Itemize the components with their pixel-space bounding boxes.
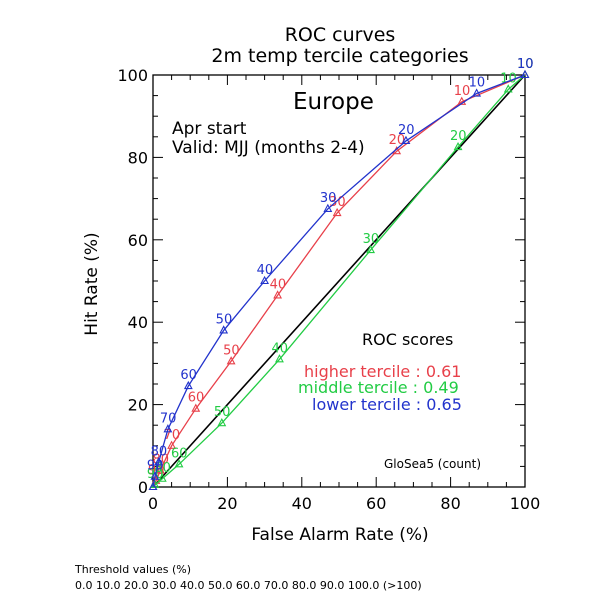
y-tick-label: 60: [128, 231, 148, 250]
x-tick-label: 100: [510, 494, 541, 513]
y-tick-label: 40: [128, 313, 148, 332]
point-label: 50: [214, 405, 231, 420]
data-point: [191, 403, 201, 412]
chart-title: ROC curves: [285, 24, 396, 46]
point-label: 30: [363, 232, 380, 247]
point-label: 40: [271, 341, 288, 356]
point-label: 60: [171, 446, 188, 461]
point-label: 10: [517, 57, 534, 72]
data-point: [503, 84, 513, 93]
score-middle: middle tercile : 0.49: [298, 378, 459, 397]
data-point: [148, 481, 158, 491]
chart-subtitle: 2m temp tercile categories: [211, 45, 468, 67]
data-point: [157, 473, 167, 482]
series-line: [152, 74, 526, 488]
point-label: 80: [151, 444, 168, 459]
point-label: 50: [216, 312, 233, 327]
data-point: [219, 325, 229, 334]
diagonal-reference: [152, 74, 526, 488]
data-point: [472, 88, 482, 97]
data-point: [217, 417, 227, 427]
data-point: [457, 96, 467, 105]
data-point: [183, 380, 193, 390]
point-label: 40: [270, 277, 287, 292]
data-point: [150, 471, 160, 480]
data-point: [453, 141, 463, 151]
y-tick-label: 0: [138, 478, 148, 497]
point-label: 40: [257, 263, 274, 278]
x-tick-label: 20: [217, 494, 237, 513]
data-point: [332, 207, 342, 217]
point-label: 60: [188, 391, 205, 406]
point-label: 20: [450, 129, 467, 144]
data-point: [163, 424, 173, 433]
point-label: 80: [152, 453, 169, 468]
x-tick-label: 40: [292, 494, 312, 513]
point-label: 70: [160, 411, 177, 426]
point-label: 50: [223, 343, 240, 358]
score-lower: lower tercile : 0.65: [312, 395, 462, 414]
model-label: GloSea5 (count): [384, 457, 481, 471]
diagonal-line: [152, 74, 526, 488]
y-tick-label: 80: [128, 148, 148, 167]
data-point: [260, 275, 270, 285]
point-label: 10: [517, 57, 534, 72]
data-point: [174, 459, 184, 468]
data-point: [275, 354, 284, 363]
data-point: [273, 290, 283, 299]
region-label: Europe: [293, 89, 374, 115]
point-label: 20: [398, 123, 415, 138]
point-label: 30: [329, 195, 346, 210]
y-tick-label: 20: [128, 396, 148, 415]
data-point: [401, 135, 411, 144]
start-label: Apr start: [172, 119, 247, 139]
point-label: 10: [469, 76, 486, 91]
data-point: [154, 457, 164, 466]
series-line: [152, 74, 526, 488]
data-point: [167, 440, 177, 449]
series-layer: 1010203040506070809010102030405060809010…: [147, 57, 534, 491]
x-axis-label: False Alarm Rate (%): [251, 525, 428, 545]
score-higher: higher tercile : 0.61: [304, 362, 461, 381]
data-point: [323, 203, 333, 212]
series-line: [152, 74, 526, 488]
data-point: [226, 356, 236, 365]
x-tick-label: 60: [366, 494, 386, 513]
data-point: [156, 465, 165, 474]
y-tick-label: 100: [117, 66, 148, 85]
point-label: 10: [454, 84, 471, 99]
y-axis-label: Hit Rate (%): [82, 232, 102, 335]
point-label: 10: [517, 57, 534, 72]
scores-title: ROC scores: [362, 330, 453, 349]
data-point: [520, 69, 530, 79]
valid-label: Valid: MJJ (months 2-4): [172, 138, 365, 158]
point-label: 90: [147, 459, 164, 474]
point-label: 30: [320, 191, 337, 206]
threshold-title: Threshold values (%): [75, 563, 192, 576]
x-tick-label: 80: [440, 494, 460, 513]
x-tick-label: 0: [148, 494, 158, 513]
threshold-values: 0.0 10.0 20.0 30.0 40.0 50.0 60.0 70.0 8…: [75, 579, 422, 592]
data-point: [366, 244, 376, 254]
point-label: 60: [180, 368, 197, 383]
